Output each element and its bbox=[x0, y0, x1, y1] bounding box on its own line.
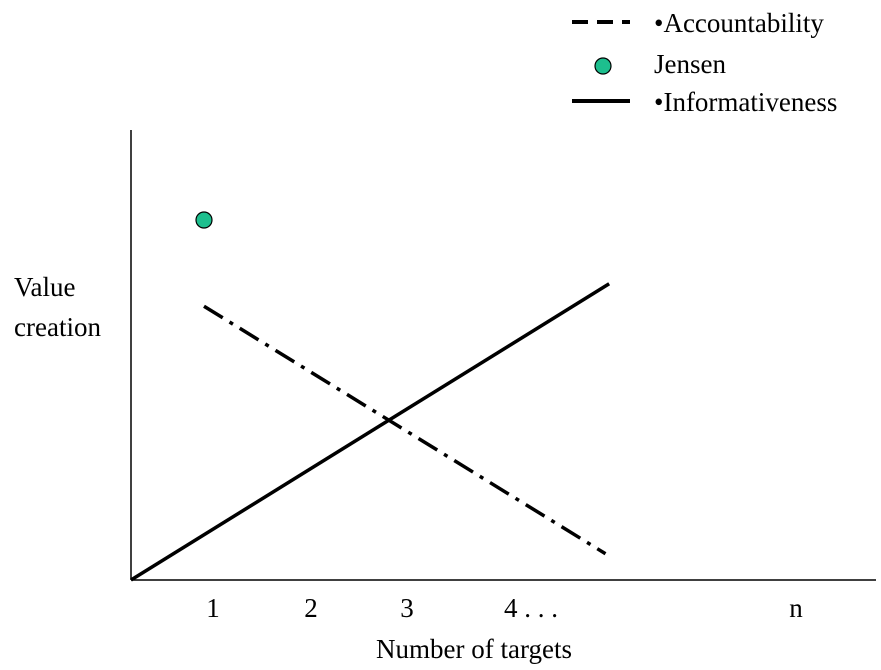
x-tick-labels: 1 2 3 4 . . . n bbox=[206, 593, 803, 623]
legend-marker-swatch bbox=[594, 57, 612, 75]
y-axis-label-line-2: creation bbox=[14, 312, 101, 342]
jensen-point bbox=[195, 211, 213, 229]
x-tick-label: 2 bbox=[304, 593, 318, 623]
y-axis-label-line-1: Value bbox=[14, 272, 75, 302]
legend-jensen: Jensen bbox=[594, 49, 726, 79]
x-axis-label: Number of targets bbox=[376, 634, 572, 664]
x-tick-label: n bbox=[789, 593, 803, 623]
legend-label: Jensen bbox=[654, 49, 726, 79]
series-layer bbox=[130, 211, 611, 582]
x-tick-label: 4 . . . bbox=[504, 593, 558, 623]
accountability-line bbox=[203, 304, 607, 556]
legend-label: •Accountability bbox=[654, 8, 824, 38]
x-tick-label: 3 bbox=[400, 593, 414, 623]
legend-informativeness: •Informativeness bbox=[572, 87, 837, 117]
legend-label: •Informativeness bbox=[654, 87, 837, 117]
legend-accountability: •Accountability bbox=[572, 8, 824, 38]
x-tick-label: 1 bbox=[206, 593, 220, 623]
informativeness-line bbox=[130, 282, 611, 582]
legend: •Accountability Jensen •Informativeness bbox=[572, 8, 837, 117]
axes bbox=[130, 130, 876, 581]
